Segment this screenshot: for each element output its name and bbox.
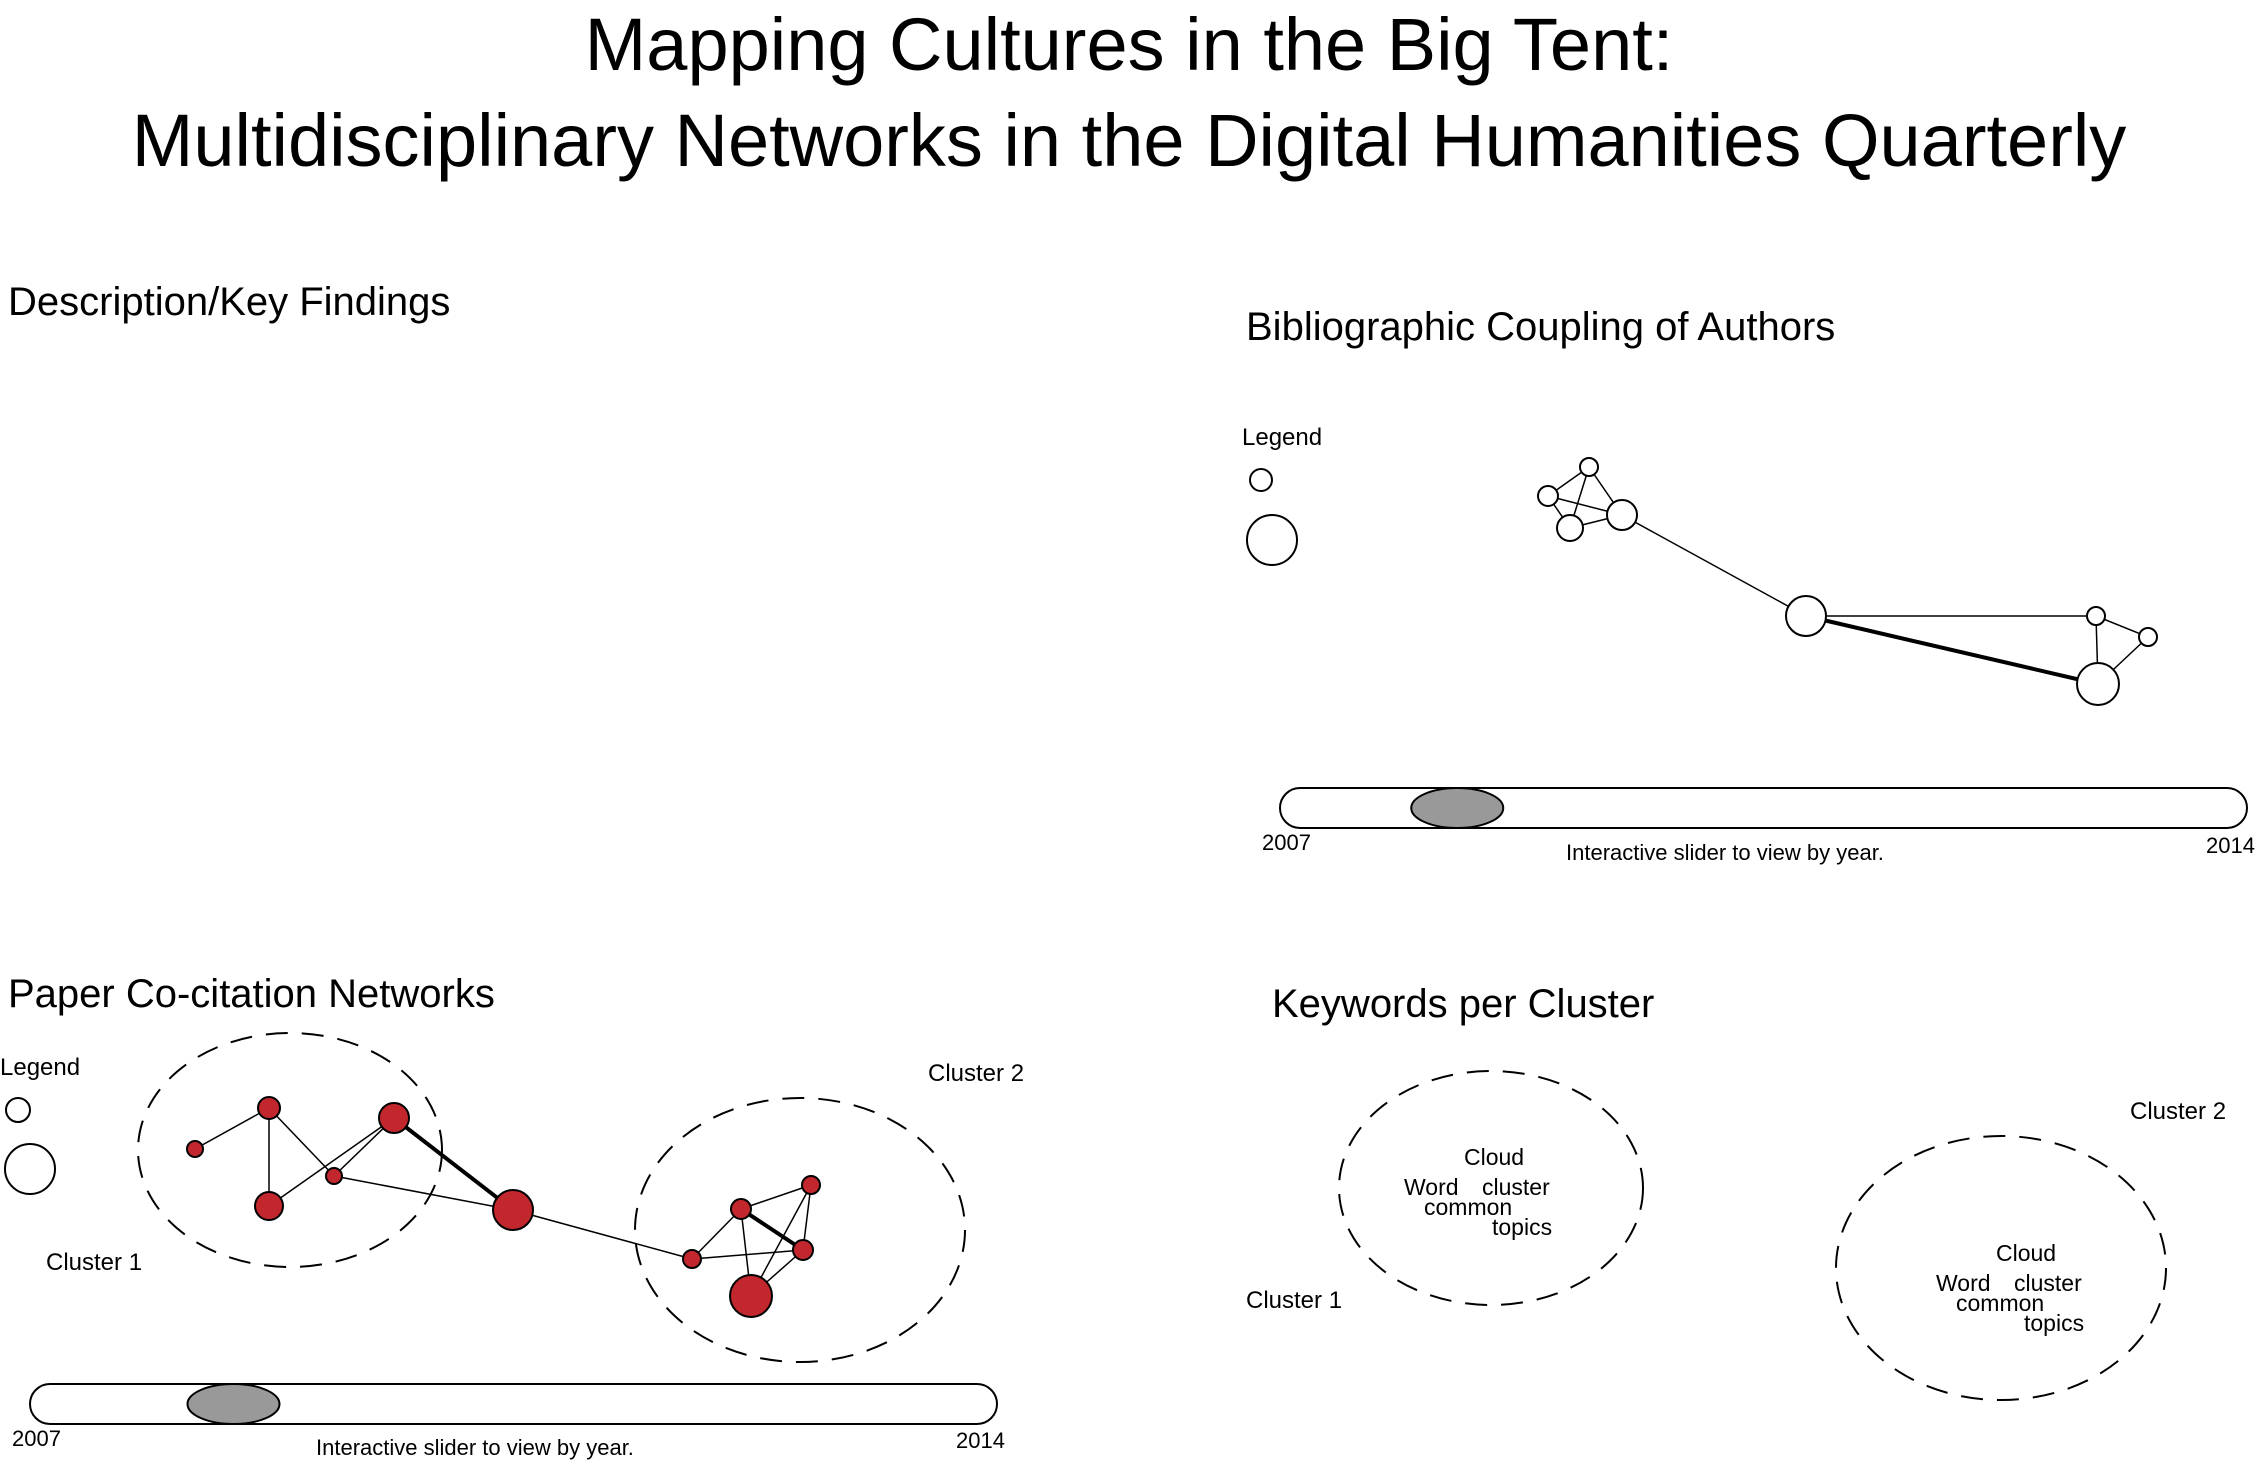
- cocitation-cluster2-label: Cluster 2: [928, 1060, 1025, 1087]
- cocitation-node: [254, 1191, 284, 1221]
- bib-slider-thumb[interactable]: [1410, 787, 1505, 829]
- kw1-word-common: common: [1424, 1194, 1513, 1220]
- bib-node: [2086, 606, 2106, 626]
- kw2-word-cluster: cluster: [2014, 1270, 2082, 1296]
- kw2-word-word: Word: [1936, 1270, 1991, 1296]
- kw2-word-common: common: [1956, 1290, 2045, 1316]
- bib-legend: [1246, 468, 1298, 566]
- bib-network: [1547, 466, 2149, 686]
- cocitation-node: [257, 1096, 281, 1120]
- cocitation-node: [730, 1198, 752, 1220]
- bib-coupling-heading: Bibliographic Coupling of Authors: [1246, 305, 1836, 349]
- cocitation-node: [186, 1140, 204, 1158]
- cocitation-edge: [512, 1209, 693, 1260]
- bib-node: [1785, 595, 1827, 637]
- bib-slider-start-label: 2007: [1262, 830, 1311, 855]
- bib-nodes: [1537, 457, 2158, 706]
- kw2-word-cloud: Cloud: [1996, 1240, 2057, 1266]
- keywords-cluster2-outline: [1835, 1135, 2167, 1401]
- bib-slider-track[interactable]: [1279, 787, 2248, 829]
- cocitation-legend-large-node: [4, 1143, 56, 1195]
- cocitation-node: [801, 1175, 821, 1195]
- cocitation-node: [492, 1189, 534, 1231]
- cocitation-year-slider[interactable]: [29, 1383, 998, 1425]
- bib-year-slider[interactable]: [1279, 787, 2248, 829]
- kw2-word-topics: topics: [2024, 1310, 2085, 1336]
- kw1-word-word: Word: [1404, 1174, 1459, 1200]
- cocitation-legend-small-node: [5, 1097, 31, 1123]
- cocitation-edge: [740, 1184, 812, 1210]
- cocitation-node: [729, 1274, 773, 1318]
- bib-node: [1537, 485, 1559, 507]
- cocitation-slider-start-label: 2007: [12, 1426, 61, 1451]
- bib-edge: [1621, 514, 1807, 617]
- cocitation-edge-strong: [392, 1116, 515, 1212]
- cocitation-edge: [268, 1117, 395, 1207]
- bib-edge-strong: [1805, 614, 2099, 686]
- cocitation-node: [792, 1239, 814, 1261]
- cocitation-slider-end-label: 2014: [956, 1428, 1005, 1453]
- cocitation-edge: [691, 1249, 804, 1260]
- bib-node: [1579, 457, 1599, 477]
- cocitation-cluster1-label: Cluster 1: [46, 1249, 143, 1276]
- bib-legend-small-node: [1249, 468, 1273, 492]
- keywords-cluster1-outline: [1338, 1070, 1644, 1306]
- cocitation-slider-thumb[interactable]: [186, 1383, 281, 1425]
- cocitation-legend: [4, 1097, 56, 1195]
- cocitation-edge: [268, 1107, 335, 1177]
- keywords-cluster2-label: Cluster 2: [2130, 1098, 2227, 1125]
- page-title-line1: Mapping Cultures in the Big Tent:: [584, 3, 1674, 86]
- cocitation-slider-track[interactable]: [29, 1383, 998, 1425]
- keywords-cluster1-label: Cluster 1: [1246, 1287, 1343, 1314]
- cocitation-slider-caption: Interactive slider to view by year.: [316, 1435, 634, 1460]
- cocitation-edge: [691, 1208, 742, 1260]
- bib-node: [1556, 514, 1584, 542]
- bib-node: [2138, 627, 2158, 647]
- bib-legend-large-node: [1246, 514, 1298, 566]
- cocitation-nodes: [186, 1096, 821, 1318]
- cocitation-legend-label: Legend: [0, 1054, 81, 1081]
- page-title-line2: Multidisciplinary Networks in the Digita…: [131, 99, 2127, 182]
- bib-slider-caption: Interactive slider to view by year.: [1566, 840, 1884, 865]
- bib-legend-label: Legend: [1242, 424, 1323, 451]
- cocitation-node: [682, 1249, 702, 1269]
- cocitation-edge: [333, 1175, 514, 1211]
- bib-node: [1606, 499, 1638, 531]
- bib-node: [2076, 662, 2120, 706]
- kw1-word-cluster: cluster: [1482, 1174, 1550, 1200]
- cocitation-cluster1-outline: [137, 1032, 443, 1268]
- cocitation-node: [325, 1167, 343, 1185]
- cocitation-cluster2-outline: [634, 1097, 966, 1363]
- cocitation-cluster-outlines: [137, 1032, 966, 1363]
- cocitation-node: [378, 1102, 410, 1134]
- bib-slider-end-label: 2014: [2206, 833, 2255, 858]
- description-heading: Description/Key Findings: [8, 280, 451, 324]
- cocitation-heading: Paper Co-citation Networks: [8, 972, 495, 1016]
- keywords-heading: Keywords per Cluster: [1272, 982, 1655, 1026]
- kw1-word-cloud: Cloud: [1464, 1144, 1525, 1170]
- cocitation-edge-strong: [739, 1207, 805, 1252]
- cocitation-edge: [194, 1107, 270, 1150]
- keywords-cluster-outlines: [1338, 1070, 2167, 1401]
- kw1-word-topics: topics: [1492, 1214, 1553, 1240]
